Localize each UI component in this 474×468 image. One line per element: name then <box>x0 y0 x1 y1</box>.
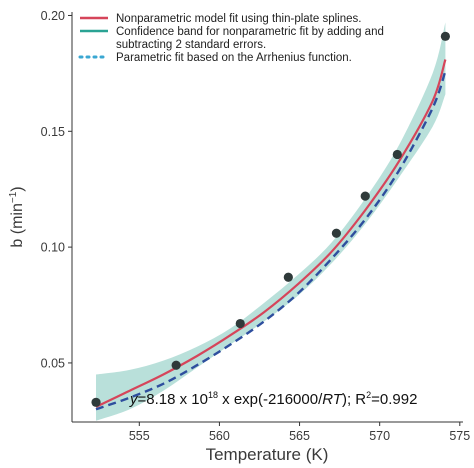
data-point-8 <box>440 31 450 41</box>
x-tick-label-575: 575 <box>449 429 470 443</box>
data-point-5 <box>331 228 342 238</box>
equation-part-3: ); R <box>342 391 366 408</box>
x-axis-label: Temperature (K) <box>206 445 329 464</box>
legend-label-parametric-1: Parametric fit based on the Arrhenius fu… <box>116 52 352 64</box>
x-tick-label-565: 565 <box>289 429 310 443</box>
data-points-layer <box>91 31 450 407</box>
equation-part-2: x exp(-216000/ <box>218 391 323 408</box>
data-point-2 <box>171 360 181 370</box>
legend: Nonparametric model fit using thin-plate… <box>78 13 384 64</box>
confidence-band-layer <box>96 22 446 421</box>
data-point-3 <box>235 318 245 329</box>
y-axis-label: b (min−1) <box>8 186 26 247</box>
y-tick-label-0: 0.05 <box>41 356 65 370</box>
x-tick-label-560: 560 <box>209 429 230 443</box>
x-tick-label-570: 570 <box>369 429 390 443</box>
x-tick-label-555: 555 <box>129 429 150 443</box>
data-point-1 <box>91 397 101 407</box>
legend-label-nonparametric-1: Nonparametric model fit using thin-plate… <box>116 13 361 25</box>
y-tick-label-2: 0.15 <box>41 125 65 139</box>
y-tick-label-1: 0.10 <box>41 241 65 255</box>
equation-annotation: y=8.18 x 1018 x exp(-216000/RT); R2=0.99… <box>129 390 417 408</box>
equation-y-var: y <box>129 391 139 408</box>
equation-part-1: =8.18 x 10 <box>138 391 208 408</box>
legend-label-band-1: Confidence band for nonparametric fit by… <box>116 26 384 38</box>
nonparametric-fit-line <box>95 59 447 408</box>
data-point-7 <box>392 149 402 160</box>
y-ticks: 0.05 0.10 0.15 0.20 <box>41 9 72 370</box>
parametric-fit-line <box>95 70 447 411</box>
y-axis-label-superscript: −1 <box>8 191 19 203</box>
axes-layer <box>71 12 463 423</box>
equation-rt: RT <box>322 391 344 408</box>
fit-lines-layer <box>95 59 447 411</box>
legend-label-band-2: subtracting 2 standard errors. <box>116 39 266 51</box>
equation-r2-superscript: 2 <box>366 390 371 400</box>
y-tick-label-3: 0.20 <box>41 9 65 23</box>
y-axis-label-close: ) <box>9 186 26 191</box>
confidence-band <box>96 22 446 421</box>
data-point-6 <box>360 191 370 201</box>
data-point-4 <box>283 272 293 282</box>
x-ticks: 555 560 565 570 575 <box>129 422 470 443</box>
equation-exponent: 18 <box>208 390 218 400</box>
equation-r2-value: =0.992 <box>371 391 417 408</box>
